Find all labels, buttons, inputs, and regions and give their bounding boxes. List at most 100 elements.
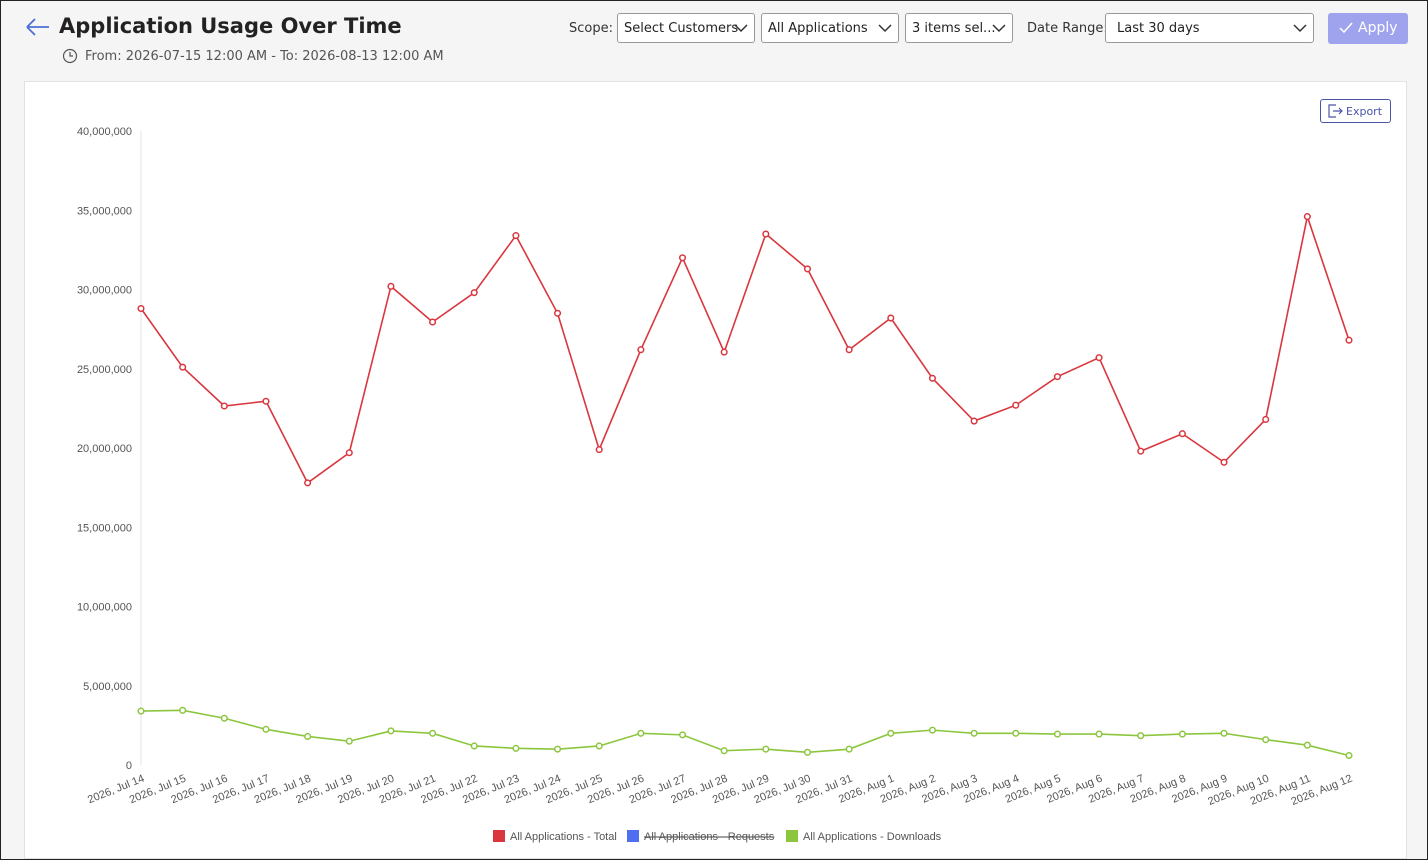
dropdown-text: Last 30 days <box>1117 21 1200 36</box>
data-point <box>637 346 645 354</box>
data-point <box>887 314 895 322</box>
data-point <box>387 282 395 290</box>
data-point <box>220 402 228 410</box>
chart-panel <box>24 81 1407 859</box>
data-point <box>262 725 270 733</box>
data-point <box>387 727 395 735</box>
data-point <box>1012 401 1020 409</box>
legend-label: All Applications - Requests <box>644 831 775 843</box>
data-point <box>678 254 687 262</box>
date-range-text: From: 2026-07-15 12:00 AM - To: 2026-08-… <box>85 49 444 64</box>
data-point <box>1345 751 1353 760</box>
data-point <box>345 449 353 457</box>
data-point <box>928 374 936 382</box>
clock-icon <box>62 48 78 64</box>
data-point <box>803 265 812 273</box>
y-tick-label: 40,000,000 <box>77 126 132 138</box>
legend-swatch <box>786 830 798 842</box>
data-point <box>512 744 520 752</box>
legend-swatch <box>493 830 505 842</box>
data-point <box>1137 447 1145 455</box>
series-line <box>140 709 1350 757</box>
data-point <box>470 289 478 297</box>
data-point <box>554 309 562 317</box>
legend-item: All Applications - Downloads <box>786 830 942 843</box>
data-point <box>887 729 895 737</box>
back-arrow[interactable] <box>25 15 51 39</box>
data-point <box>1220 729 1228 737</box>
y-tick-label: 35,000,000 <box>77 205 132 217</box>
items-dropdown[interactable]: 3 items sel... <box>905 13 1013 43</box>
data-point <box>262 397 270 405</box>
data-point <box>1220 458 1228 466</box>
data-point <box>1012 729 1020 737</box>
data-point <box>429 729 437 737</box>
y-tick-label: 5,000,000 <box>83 681 132 693</box>
data-point <box>220 714 228 722</box>
data-point <box>304 479 312 487</box>
export-icon <box>1328 104 1343 118</box>
export-button[interactable]: Export <box>1320 99 1391 123</box>
y-tick-label: 0 <box>126 760 132 772</box>
data-point <box>1303 213 1311 221</box>
data-point <box>720 348 728 356</box>
data-point <box>470 742 478 750</box>
customers-dropdown[interactable]: Select Customers <box>617 13 755 43</box>
data-point <box>637 729 645 737</box>
page-title: Application Usage Over Time <box>59 14 402 38</box>
chevron <box>734 24 748 33</box>
button-text: Apply <box>1358 20 1398 36</box>
data-point <box>304 732 312 741</box>
y-tick-label: 15,000,000 <box>77 522 132 534</box>
data-point <box>762 230 770 238</box>
data-point <box>1303 741 1311 749</box>
data-point <box>678 731 687 739</box>
data-point <box>1095 354 1103 362</box>
data-point <box>429 318 437 326</box>
data-point <box>1053 730 1061 738</box>
y-tick-label: 10,000,000 <box>77 602 132 614</box>
data-point <box>970 417 978 425</box>
data-point <box>1178 730 1186 738</box>
data-point <box>1053 373 1061 381</box>
data-point <box>179 706 187 714</box>
data-point <box>845 346 853 354</box>
chevron <box>878 24 892 33</box>
data-point <box>720 747 728 755</box>
apply-button[interactable]: Apply <box>1328 13 1408 44</box>
dropdown-text: Select Customers <box>624 21 739 36</box>
data-point <box>595 446 603 454</box>
legend-item: All Applications - Requests <box>627 830 775 843</box>
data-point <box>1262 736 1270 744</box>
data-point <box>179 363 187 371</box>
data-point <box>1262 415 1270 424</box>
y-tick-label: 25,000,000 <box>77 364 132 376</box>
chevron <box>1293 24 1307 33</box>
chart: 0 5,000,000 10,000,000 15,000,000 20,000,000… <box>77 126 1354 843</box>
data-point <box>970 729 978 737</box>
legend-label: All Applications - Downloads <box>803 831 942 843</box>
data-point <box>1137 732 1145 740</box>
data-point <box>762 745 770 753</box>
data-point <box>595 742 603 750</box>
y-tick-label: 30,000,000 <box>77 285 132 297</box>
data-point <box>1095 730 1103 738</box>
data-point <box>803 748 812 756</box>
dropdown-text: All Applications <box>768 21 868 36</box>
dropdown-text: 3 items sel... <box>912 21 996 36</box>
data-point <box>845 745 853 753</box>
applications-dropdown[interactable]: All Applications <box>761 13 899 43</box>
data-point <box>137 304 145 313</box>
series-line <box>140 213 1350 485</box>
date-range-dropdown[interactable]: Last 30 days <box>1105 13 1314 43</box>
chevron <box>992 24 1006 33</box>
button-text: Export <box>1346 105 1383 118</box>
check-icon <box>1339 22 1353 34</box>
scope-label: Scope: <box>569 21 613 36</box>
data-point <box>1178 430 1186 438</box>
legend-swatch <box>627 830 639 842</box>
data-point <box>1345 336 1353 344</box>
data-point <box>137 707 145 715</box>
y-tick-label: 20,000,000 <box>77 443 132 455</box>
